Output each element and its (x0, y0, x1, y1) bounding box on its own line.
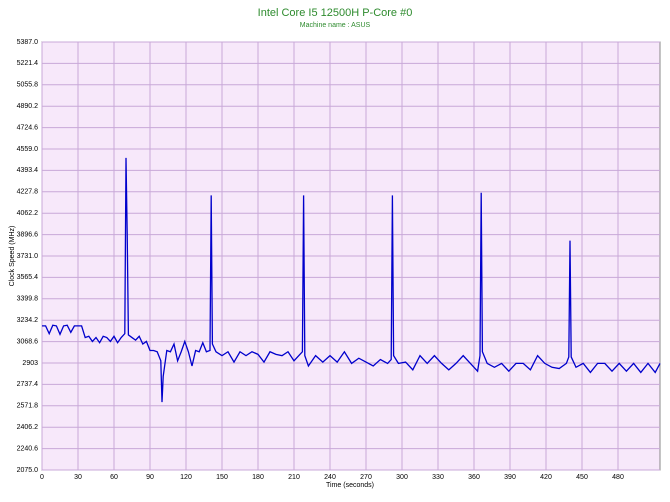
y-tick-label: 3896.6 (17, 231, 39, 238)
y-tick-label: 2903 (22, 360, 38, 367)
y-tick-label: 2737.4 (17, 381, 39, 388)
y-tick-label: 2406.2 (17, 424, 39, 431)
x-tick-label: 450 (576, 474, 588, 481)
x-tick-label: 420 (540, 474, 552, 481)
x-tick-label: 330 (432, 474, 444, 481)
chart-subtitle: Machine name : ASUS (300, 22, 371, 29)
x-tick-label: 0 (40, 474, 44, 481)
y-tick-label: 4227.8 (17, 189, 39, 196)
y-tick-label: 5387.0 (17, 39, 39, 46)
y-tick-label: 4724.6 (17, 124, 39, 131)
y-tick-label: 5055.8 (17, 82, 39, 89)
x-tick-label: 90 (146, 474, 154, 481)
y-tick-label: 3234.2 (17, 317, 39, 324)
x-tick-label: 180 (252, 474, 264, 481)
x-tick-label: 150 (216, 474, 228, 481)
x-axis-label: Time (seconds) (326, 482, 374, 489)
y-tick-label: 2571.8 (17, 403, 39, 410)
data-line (42, 157, 661, 403)
y-tick-label: 3565.4 (17, 274, 39, 281)
x-tick-label: 30 (74, 474, 82, 481)
x-tick-label: 240 (324, 474, 336, 481)
y-tick-label: 2240.6 (17, 445, 39, 452)
y-tick-label: 4393.4 (17, 167, 39, 174)
x-tick-label: 390 (504, 474, 516, 481)
x-tick-label: 270 (360, 474, 372, 481)
x-tick-label: 210 (288, 474, 300, 481)
x-tick-label: 480 (612, 474, 624, 481)
x-tick-label: 120 (180, 474, 192, 481)
y-tick-label: 4062.2 (17, 210, 39, 217)
y-tick-label: 3731.0 (17, 253, 39, 260)
x-tick-label: 60 (110, 474, 118, 481)
y-axis-label: Clock Speed (MHz) (9, 226, 16, 287)
y-tick-label: 4559.0 (17, 146, 39, 153)
y-tick-label: 3399.8 (17, 296, 39, 303)
y-tick-label: 4890.2 (17, 103, 39, 110)
y-tick-label: 3068.6 (17, 338, 39, 345)
x-tick-label: 300 (396, 474, 408, 481)
chart-title: Intel Core I5 12500H P-Core #0 (258, 7, 413, 19)
x-tick-label: 360 (468, 474, 480, 481)
y-tick-label: 2075.0 (17, 467, 39, 474)
y-tick-label: 5221.4 (17, 60, 39, 67)
